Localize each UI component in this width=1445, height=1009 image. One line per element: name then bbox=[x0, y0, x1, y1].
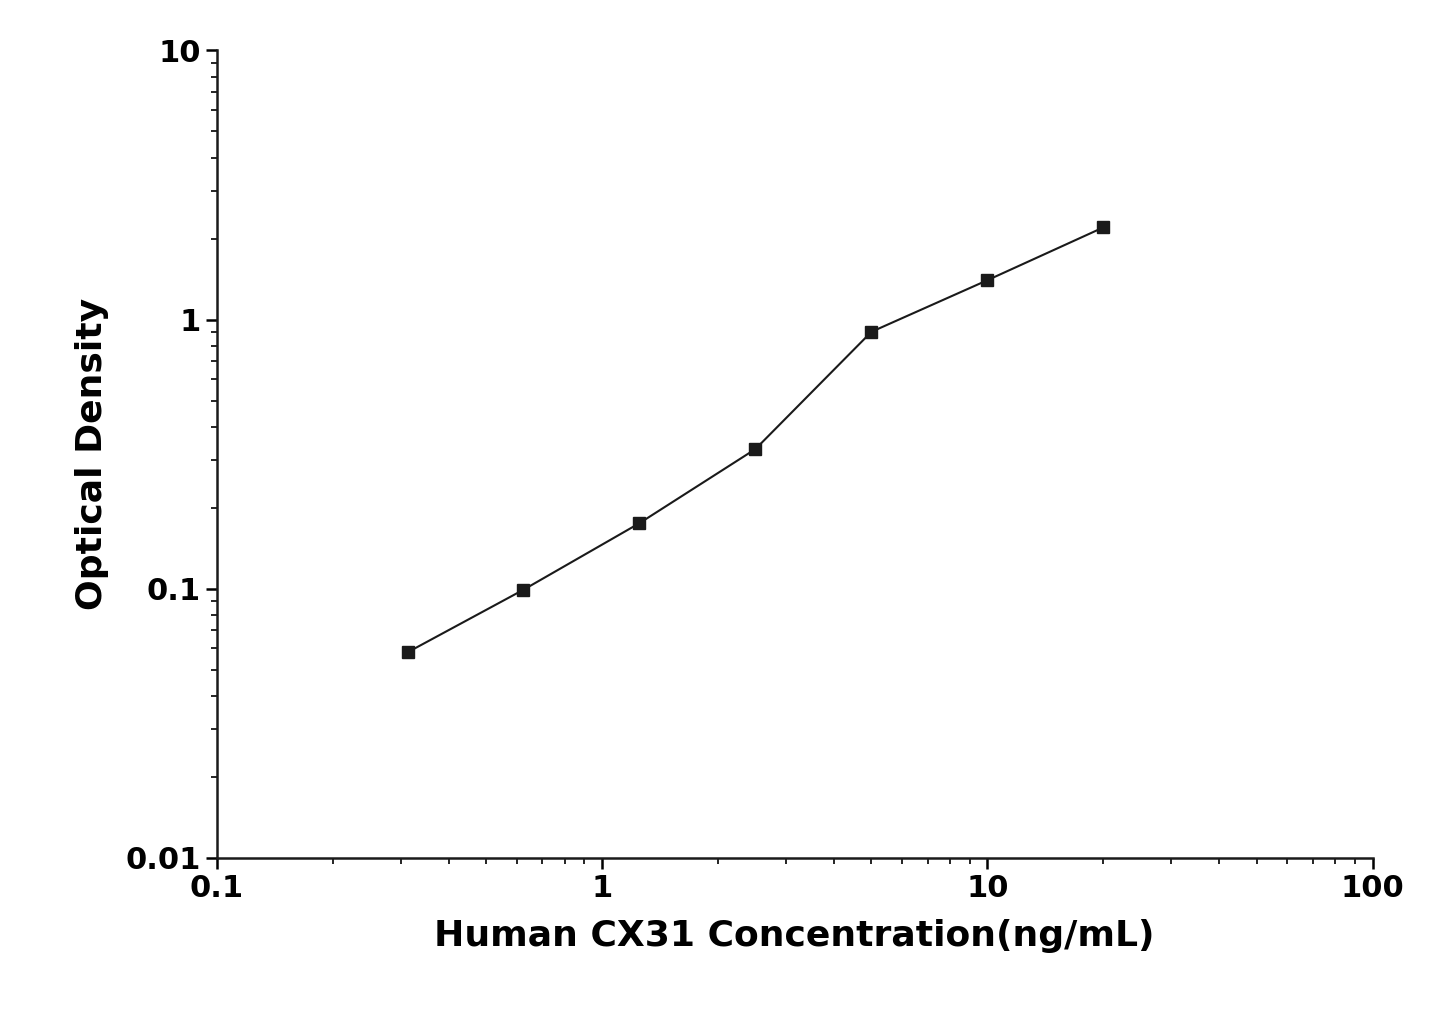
X-axis label: Human CX31 Concentration(ng/mL): Human CX31 Concentration(ng/mL) bbox=[435, 919, 1155, 954]
Y-axis label: Optical Density: Optical Density bbox=[75, 298, 108, 610]
